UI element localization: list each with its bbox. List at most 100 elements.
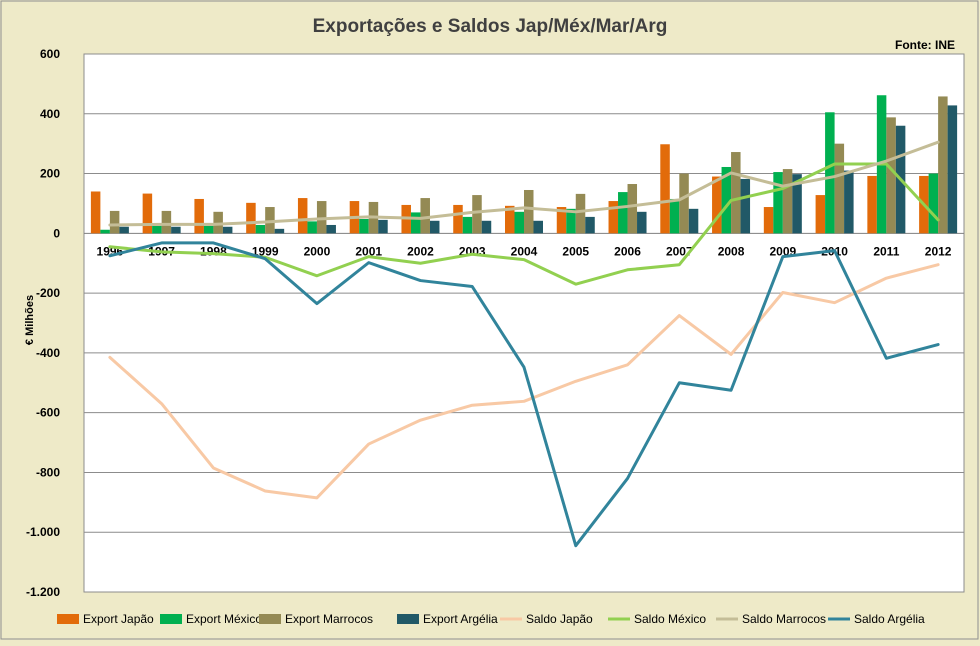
bar-export-marrocos bbox=[316, 201, 327, 234]
bar-export-marrocos bbox=[420, 198, 430, 234]
bar-export-jap-o bbox=[505, 205, 515, 234]
y-tick-label: 200 bbox=[40, 167, 60, 181]
y-tick-label: -400 bbox=[36, 346, 60, 360]
bar-export-arg-lia bbox=[844, 170, 854, 234]
bar-export-marrocos bbox=[109, 210, 120, 234]
bar-export-m-xico bbox=[152, 225, 162, 234]
x-tick-label: 1999 bbox=[252, 244, 279, 258]
bar-export-marrocos bbox=[627, 184, 638, 234]
bar-export-arg-lia bbox=[688, 208, 699, 234]
y-tick-label: -200 bbox=[36, 286, 60, 300]
x-tick-label: 2002 bbox=[407, 244, 434, 258]
bar-export-jap-o bbox=[246, 202, 256, 234]
bar-export-jap-o bbox=[815, 195, 826, 234]
bar-export-m-xico bbox=[514, 211, 524, 234]
y-tick-label: -800 bbox=[36, 465, 60, 479]
bar-export-arg-lia bbox=[429, 220, 440, 234]
bar-export-arg-lia bbox=[533, 220, 543, 234]
plot-area bbox=[83, 53, 965, 593]
bar-export-m-xico bbox=[462, 216, 473, 234]
chart-title: Exportações e Saldos Jap/Méx/Mar/Arg bbox=[313, 16, 668, 37]
source-note: Fonte: INE bbox=[895, 38, 955, 52]
bar-export-arg-lia bbox=[326, 224, 336, 234]
x-tick-label: 2011 bbox=[873, 244, 899, 258]
legend-swatch bbox=[397, 614, 419, 624]
bar-export-m-xico bbox=[255, 224, 266, 234]
bar-export-arg-lia bbox=[947, 105, 958, 234]
bar-export-marrocos bbox=[472, 195, 482, 234]
y-tick-label: 0 bbox=[53, 226, 60, 240]
bar-export-arg-lia bbox=[171, 226, 181, 234]
bar-export-marrocos bbox=[782, 169, 793, 234]
bar-export-jap-o bbox=[90, 191, 101, 234]
x-tick-label: 2001 bbox=[355, 244, 382, 258]
legend: Export Japão Export México Export Marrocos… bbox=[57, 612, 925, 626]
bar-export-m-xico bbox=[928, 173, 939, 234]
bar-export-m-xico bbox=[773, 172, 783, 234]
line-saldo-m-xico bbox=[108, 162, 940, 286]
bar-export-jap-o bbox=[867, 175, 877, 234]
bar-export-marrocos bbox=[679, 173, 689, 234]
bar-export-jap-o bbox=[608, 201, 619, 234]
bar-export-arg-lia bbox=[585, 216, 595, 234]
bar-export-arg-lia bbox=[481, 220, 492, 234]
legend-swatch bbox=[160, 614, 182, 624]
legend-label: Export Marrocos bbox=[285, 612, 373, 626]
legend-label: Saldo Argélia bbox=[854, 612, 925, 626]
legend-swatch bbox=[259, 614, 281, 624]
bar-export-marrocos bbox=[834, 143, 845, 234]
legend-label: Export Japão bbox=[83, 612, 154, 626]
y-tick-label: -1.000 bbox=[26, 525, 60, 539]
bar-export-arg-lia bbox=[740, 178, 751, 234]
bar-export-jap-o bbox=[142, 193, 153, 234]
bar-export-m-xico bbox=[721, 166, 732, 234]
bar-export-m-xico bbox=[203, 225, 214, 234]
bar-export-jap-o bbox=[194, 198, 204, 234]
x-tick-label: 2012 bbox=[925, 244, 952, 258]
x-tick-label: 2008 bbox=[718, 244, 745, 258]
bar-export-arg-lia bbox=[378, 219, 388, 234]
y-tick-label: 600 bbox=[40, 47, 60, 61]
bar-export-m-xico bbox=[359, 218, 369, 234]
line-group bbox=[108, 140, 940, 548]
bar-export-jap-o bbox=[660, 144, 670, 234]
bar-export-m-xico bbox=[307, 221, 317, 234]
line-saldo-jap-o bbox=[108, 263, 940, 500]
bar-export-m-xico bbox=[669, 198, 680, 234]
bar-export-jap-o bbox=[453, 204, 463, 234]
x-tick-label: 2006 bbox=[614, 244, 641, 258]
bar-export-m-xico bbox=[566, 208, 576, 234]
bar-export-arg-lia bbox=[792, 174, 802, 234]
legend-label: Saldo México bbox=[634, 612, 706, 626]
bar-export-arg-lia bbox=[637, 211, 647, 234]
bar-export-marrocos bbox=[161, 210, 172, 234]
legend-swatch bbox=[57, 614, 79, 624]
y-axis-label: € Milhões bbox=[24, 295, 36, 345]
bar-export-arg-lia bbox=[222, 226, 233, 234]
x-tick-label: 2000 bbox=[304, 244, 331, 258]
bar-export-marrocos bbox=[575, 193, 586, 234]
bar-export-marrocos bbox=[524, 189, 534, 234]
bar-export-marrocos bbox=[731, 152, 741, 234]
y-tick-label: -600 bbox=[36, 406, 60, 420]
legend-label: Saldo Marrocos bbox=[742, 612, 826, 626]
bar-export-jap-o bbox=[297, 198, 308, 234]
bar-export-marrocos bbox=[265, 207, 275, 234]
line-saldo-arg-lia bbox=[108, 241, 940, 548]
bar-export-marrocos bbox=[886, 117, 896, 234]
x-tick-label: 2004 bbox=[511, 244, 538, 258]
bar-export-jap-o bbox=[763, 207, 774, 234]
bar-export-marrocos bbox=[938, 96, 948, 234]
bar-export-m-xico bbox=[100, 229, 110, 234]
legend-label: Export Argélia bbox=[423, 612, 498, 626]
x-tick-label: 2005 bbox=[562, 244, 589, 258]
bar-export-jap-o bbox=[712, 176, 722, 234]
legend-label: Export México bbox=[186, 612, 262, 626]
y-tick-label: -1.200 bbox=[26, 585, 60, 599]
line-saldo-marrocos bbox=[108, 140, 940, 227]
legend-label: Saldo Japão bbox=[526, 612, 593, 626]
bar-export-m-xico bbox=[825, 112, 835, 234]
bar-export-marrocos bbox=[213, 211, 223, 234]
